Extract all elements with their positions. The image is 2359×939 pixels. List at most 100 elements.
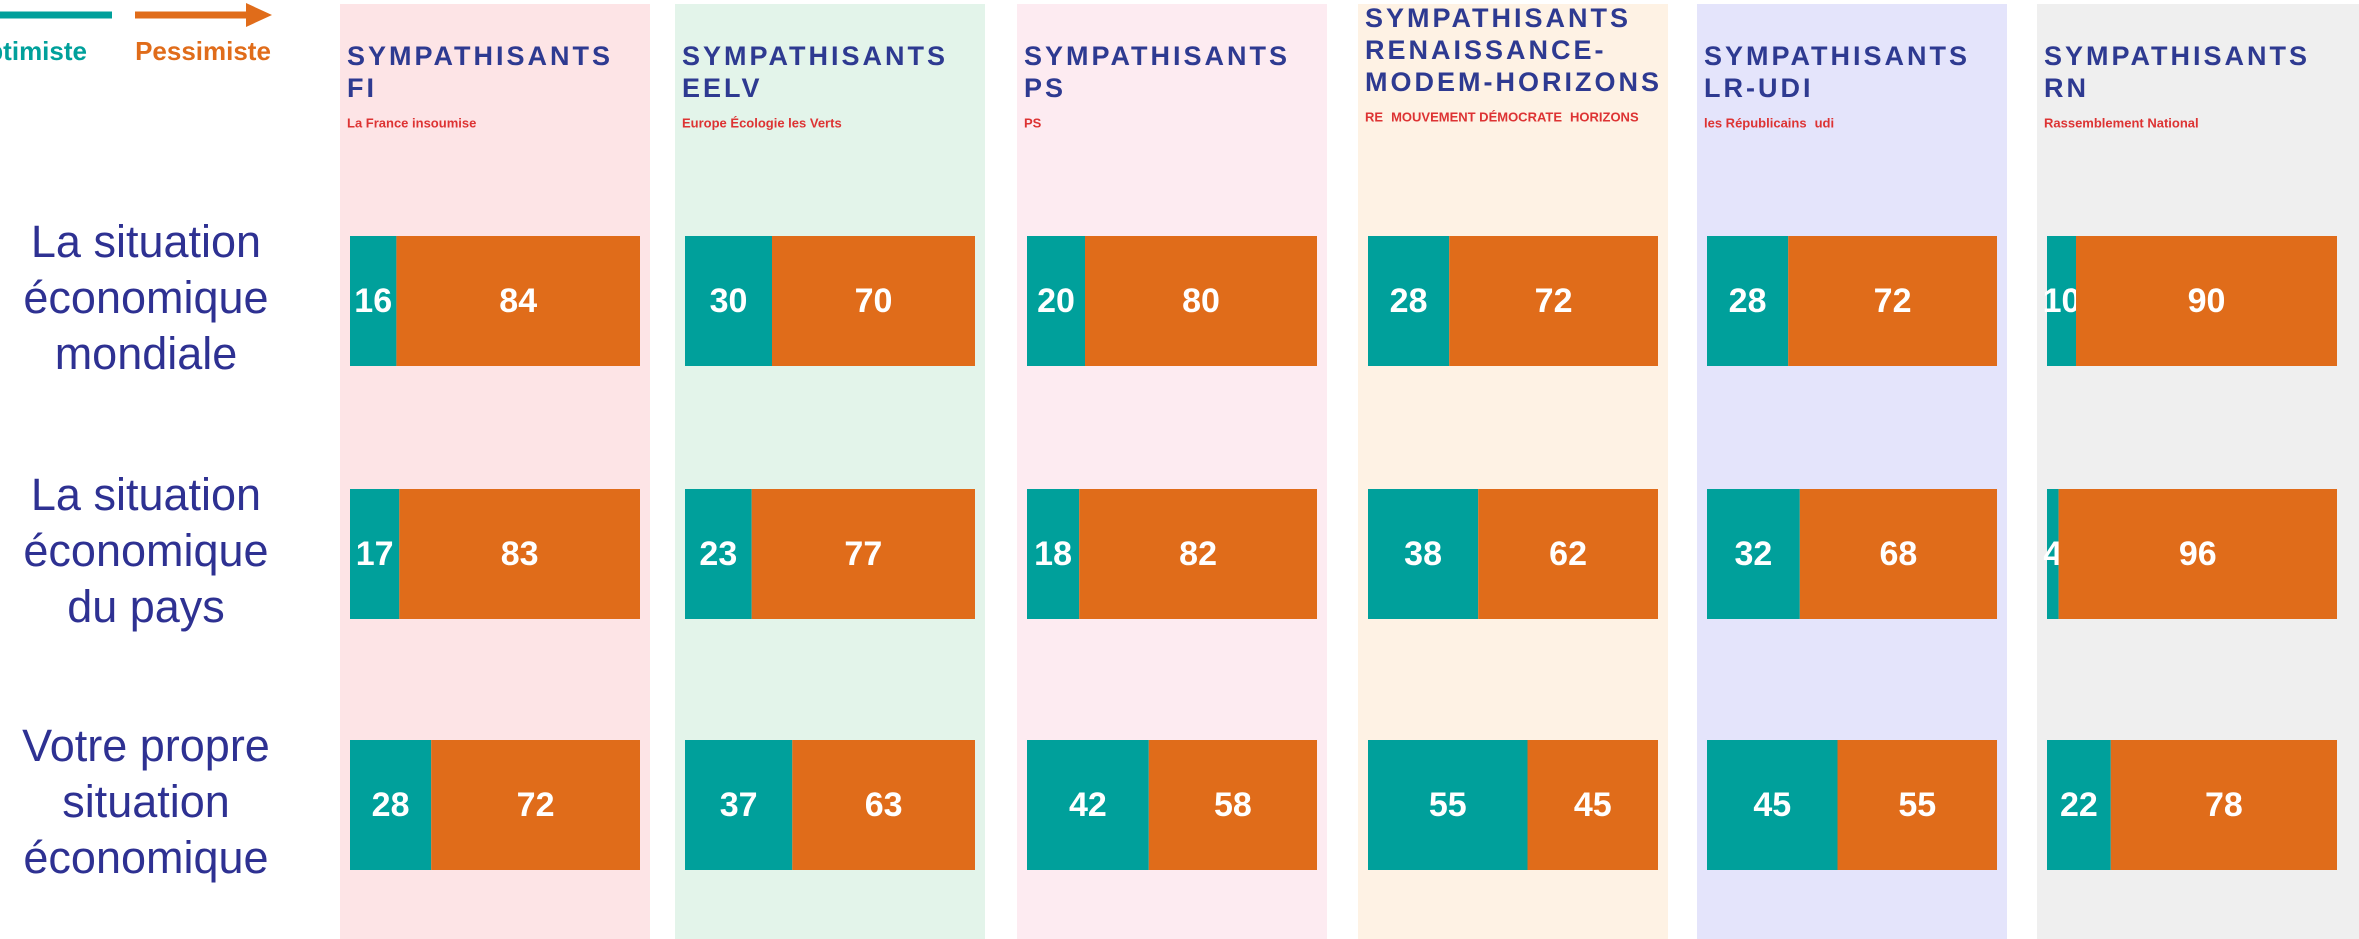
value-label: 38 <box>1404 535 1442 573</box>
value-label: 28 <box>1390 282 1428 320</box>
value-label: 90 <box>2188 282 2226 320</box>
value-label: 70 <box>855 282 893 320</box>
value-label: 78 <box>2205 786 2243 824</box>
bar-segment <box>751 489 975 619</box>
panel-title: RENAISSANCE- <box>1365 35 1607 65</box>
value-label: 10 <box>2043 282 2081 320</box>
bar-segment <box>1368 740 1528 870</box>
bar-segment <box>1837 740 1997 870</box>
value-label: 77 <box>844 535 882 573</box>
bar-segment <box>431 740 640 870</box>
legend-label: Pessimiste <box>135 36 271 66</box>
bar-segment <box>1079 489 1317 619</box>
bar-segment <box>685 236 772 366</box>
bar-segment <box>2058 489 2337 619</box>
row-label: Votre propre <box>22 720 270 771</box>
party-logo: MOUVEMENT DÉMOCRATE <box>1391 109 1562 124</box>
value-label: 30 <box>710 282 748 320</box>
bar-segment <box>792 740 975 870</box>
row-label: du pays <box>67 581 225 632</box>
value-label: 96 <box>2179 535 2217 573</box>
bar-segment <box>1788 236 1997 366</box>
panel-title: LR-UDI <box>1704 73 1813 103</box>
row-label: économique <box>23 832 268 883</box>
bar-segment <box>350 740 432 870</box>
legend-label: Optimiste <box>0 36 87 66</box>
party-logo: udi <box>1815 115 1835 130</box>
value-label: 16 <box>354 282 392 320</box>
value-label: 20 <box>1037 282 1075 320</box>
bar-segment <box>350 236 397 366</box>
panel-title: SYMPATHISANTS <box>1365 3 1631 33</box>
bar-segment <box>399 489 640 619</box>
bar-segment <box>1085 236 1317 366</box>
party-logo: HORIZONS <box>1570 109 1639 124</box>
value-label: 22 <box>2060 786 2098 824</box>
panel-title: SYMPATHISANTS <box>1024 41 1290 71</box>
value-label: 28 <box>372 786 410 824</box>
value-label: 68 <box>1879 535 1917 573</box>
value-label: 42 <box>1069 786 1107 824</box>
panel-title: PS <box>1024 73 1066 103</box>
bar-segment <box>1027 740 1149 870</box>
bar-segment <box>1527 740 1658 870</box>
bar-segment <box>2047 489 2059 619</box>
row-label: situation <box>62 776 230 827</box>
value-label: 23 <box>699 535 737 573</box>
bar-segment <box>1799 489 1997 619</box>
value-label: 63 <box>865 786 903 824</box>
panel-title: MODEM-HORIZONS <box>1365 67 1662 97</box>
value-label: 84 <box>499 282 537 320</box>
value-label: 45 <box>1753 786 1791 824</box>
bar-segment <box>1449 236 1658 366</box>
bar-segment <box>1707 489 1800 619</box>
bar-segment <box>396 236 640 366</box>
value-label: 18 <box>1034 535 1072 573</box>
panel-title: SYMPATHISANTS <box>347 41 613 71</box>
value-label: 72 <box>517 786 555 824</box>
bar-segment <box>2076 236 2337 366</box>
row-label: La situation <box>31 216 261 267</box>
value-label: 82 <box>1179 535 1217 573</box>
party-logo: les Républicains <box>1704 115 1807 130</box>
bar-segment <box>2047 236 2076 366</box>
value-label: 72 <box>1874 282 1912 320</box>
party-logo: Rassemblement National <box>2044 115 2199 130</box>
panel-title: RN <box>2044 73 2089 103</box>
value-label: 80 <box>1182 282 1220 320</box>
bar-segment <box>1707 740 1838 870</box>
bar-segment <box>350 489 400 619</box>
value-label: 62 <box>1549 535 1587 573</box>
value-label: 45 <box>1574 786 1612 824</box>
value-label: 37 <box>720 786 758 824</box>
legend-arrow <box>246 3 272 27</box>
value-label: 17 <box>356 535 394 573</box>
value-label: 4 <box>2043 535 2062 573</box>
bar-segment <box>1027 236 1085 366</box>
row-label: mondiale <box>55 328 238 379</box>
bar-segment <box>685 489 752 619</box>
bar-segment <box>685 740 793 870</box>
bar-segment <box>772 236 975 366</box>
party-logo: RE <box>1365 109 1383 124</box>
panel-title: SYMPATHISANTS <box>682 41 948 71</box>
bar-segment <box>1368 236 1450 366</box>
value-label: 28 <box>1729 282 1767 320</box>
row-label: économique <box>23 272 268 323</box>
panel-title: SYMPATHISANTS <box>1704 41 1970 71</box>
bar-segment <box>1707 236 1789 366</box>
bar-segment <box>1368 489 1479 619</box>
value-label: 55 <box>1429 786 1467 824</box>
value-label: 58 <box>1214 786 1252 824</box>
panel-title: EELV <box>682 73 763 103</box>
value-label: 55 <box>1898 786 1936 824</box>
party-logo: La France insoumise <box>347 115 476 130</box>
value-label: 32 <box>1734 535 1772 573</box>
bar-segment <box>1148 740 1317 870</box>
bar-segment <box>2110 740 2337 870</box>
party-logo: PS <box>1024 115 1042 130</box>
panel-title: FI <box>347 73 377 103</box>
panel-title: SYMPATHISANTS <box>2044 41 2310 71</box>
bar-segment <box>1478 489 1658 619</box>
